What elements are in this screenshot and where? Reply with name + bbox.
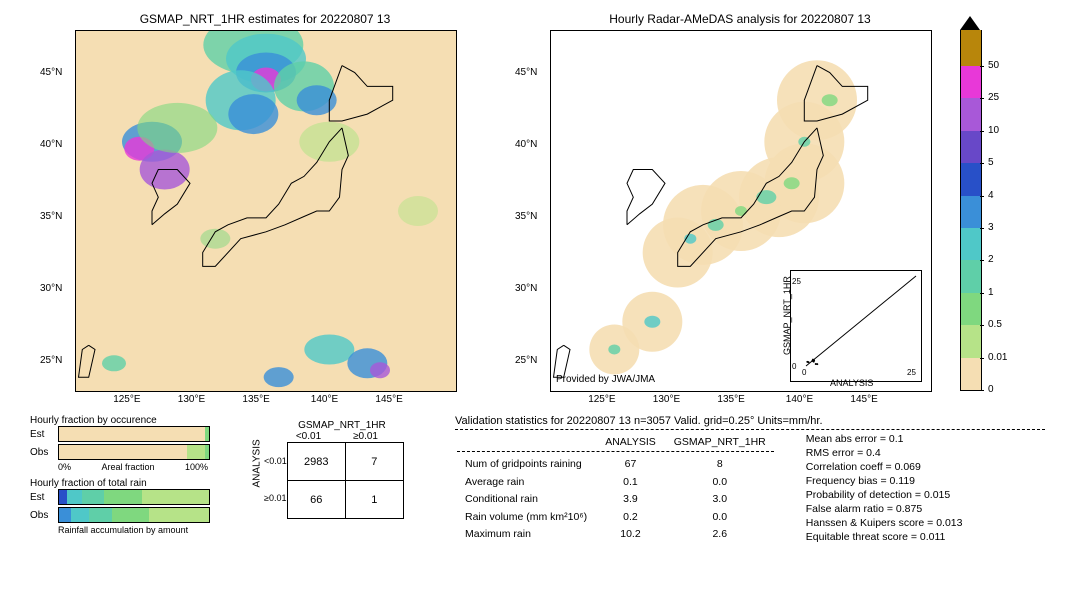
map1-title: GSMAP_NRT_1HR estimates for 20220807 13 — [75, 12, 455, 26]
contingency-section: GSMAP_NRT_1HR<0.01≥0.01ANALYSIS<0.01≥0.0… — [250, 420, 404, 519]
validation-section: Validation statistics for 20220807 13 n=… — [455, 415, 1045, 544]
provided-label: Provided by JWA/JMA — [556, 374, 655, 385]
inset-scatter — [790, 270, 922, 382]
map2-title: Hourly Radar-AMeDAS analysis for 2022080… — [550, 12, 930, 26]
map1-panel — [75, 30, 457, 392]
hourly-fraction-section: Hourly fraction by occurenceEstObs0%Area… — [30, 415, 230, 535]
colorbar: 00.010.512345102550 — [960, 30, 1020, 390]
